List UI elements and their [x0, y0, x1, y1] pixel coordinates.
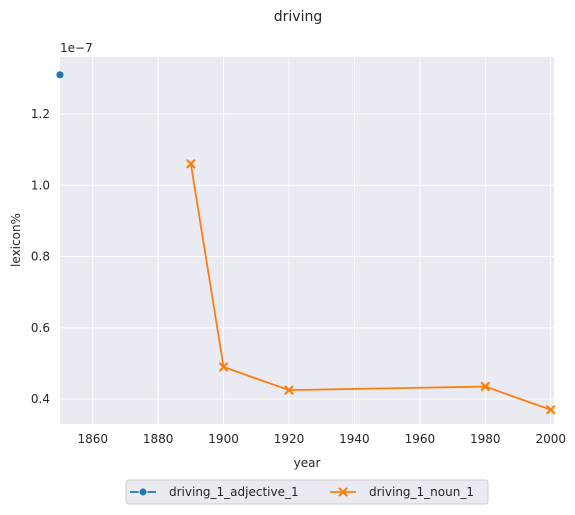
legend: driving_1_adjective_1 driving_1_noun_1: [125, 479, 489, 505]
y-offset-label: 1e−7: [60, 41, 93, 55]
legend-label: driving_1_adjective_1: [169, 485, 299, 499]
data-point: [55, 70, 65, 80]
chart-title: driving: [274, 9, 322, 25]
y-tick-labels: 0.4 0.6 0.8 1.0 1.2: [31, 107, 50, 406]
data-point: [218, 362, 229, 372]
legend-label: driving_1_noun_1: [369, 485, 474, 499]
plot-area: [60, 57, 554, 424]
y-tick-label: 1.0: [31, 178, 50, 192]
legend-marker: [338, 487, 348, 497]
grid-lines: [60, 57, 554, 424]
y-tick-label: 0.8: [31, 250, 50, 264]
data-point: [186, 159, 196, 169]
series-0: [55, 70, 65, 80]
data-point: [284, 385, 294, 395]
legend-entry-0: driving_1_adjective_1: [130, 485, 299, 499]
series-layer: [55, 70, 556, 415]
marker-x-shape: [218, 362, 229, 372]
x-tick-label: 1960: [405, 432, 436, 446]
x-tick-label: 2000: [535, 432, 566, 446]
x-tick-label: 1980: [470, 432, 501, 446]
marker-x-shape: [186, 159, 196, 169]
marker-x-shape: [284, 385, 294, 395]
marker-x-shape: [338, 487, 348, 497]
legend-box: [125, 479, 489, 505]
x-tick-label: 1920: [274, 432, 305, 446]
y-tick-label: 0.6: [31, 321, 50, 335]
y-axis-label: lexicon%: [9, 213, 23, 267]
legend-entry-1: driving_1_noun_1: [330, 485, 474, 499]
data-point: [480, 381, 490, 392]
x-tick-label: 1940: [339, 432, 370, 446]
y-tick-label: 1.2: [31, 107, 50, 121]
x-axis-label: year: [294, 456, 321, 470]
data-point: [546, 405, 556, 415]
x-tick-label: 1860: [77, 432, 108, 446]
marker-x-shape: [546, 405, 556, 415]
marker-x-shape: [480, 381, 490, 392]
x-tick-label: 1900: [208, 432, 239, 446]
series-1: [186, 159, 556, 415]
x-tick-label: 1880: [143, 432, 174, 446]
legend-marker: [138, 487, 148, 497]
y-tick-label: 0.4: [31, 392, 50, 406]
x-tick-labels: 1860 1880 1900 1920 1940 1960 1980 2000: [77, 432, 566, 446]
